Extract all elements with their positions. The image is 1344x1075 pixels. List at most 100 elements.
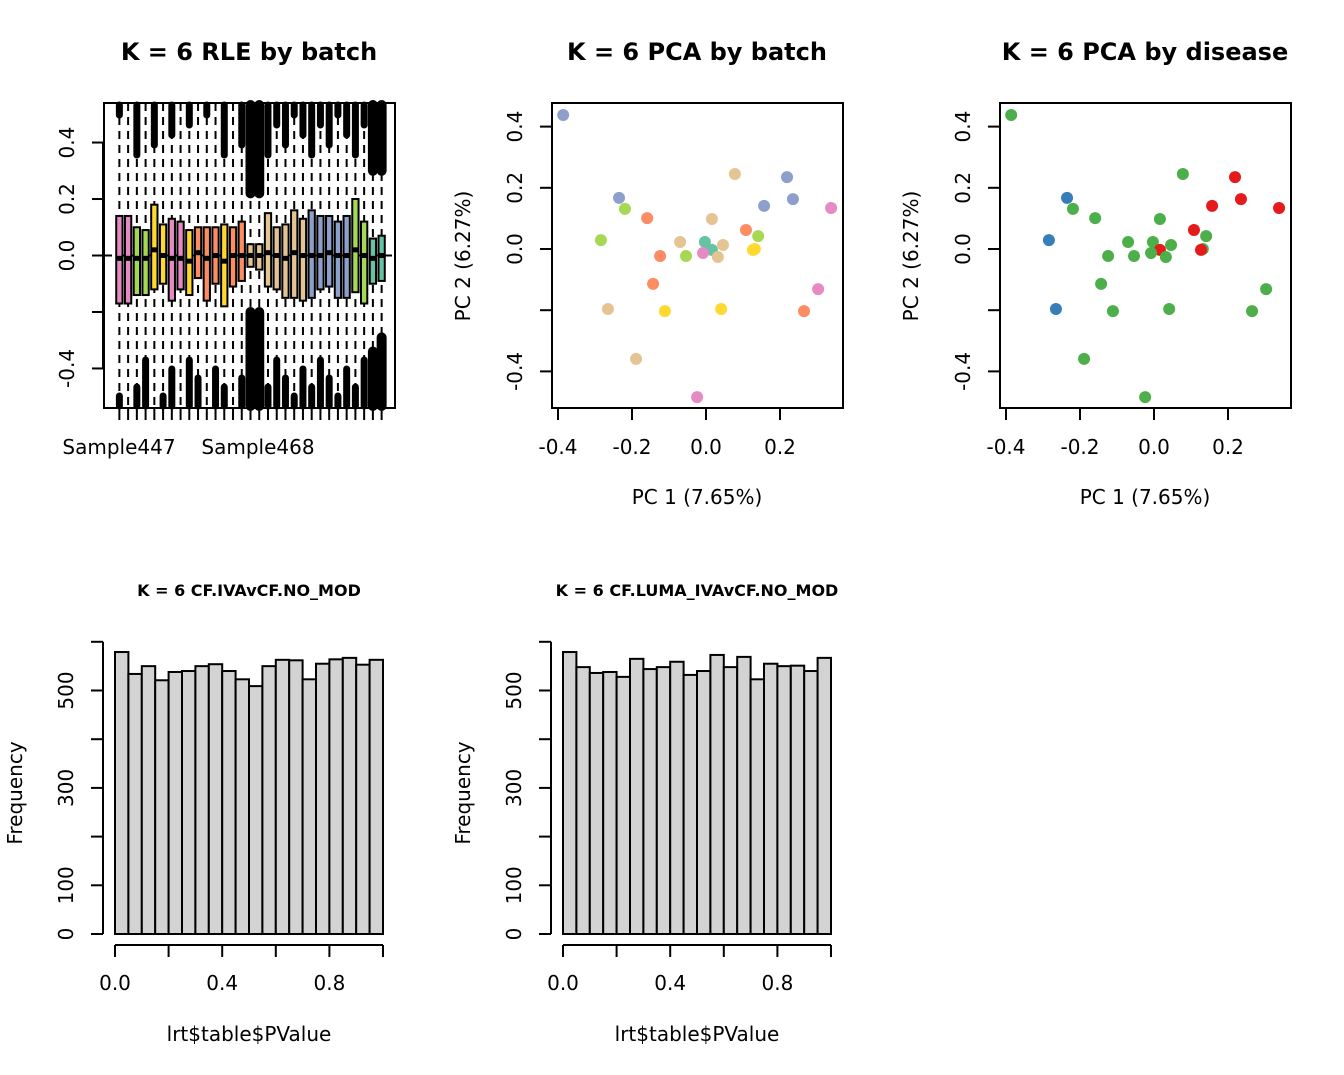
pca-disease-ytick-label: -0.4: [951, 352, 975, 391]
histogram-luma-bar: [562, 651, 578, 935]
rle-box: [237, 220, 246, 282]
histogram-luma-bar: [602, 670, 618, 936]
histogram-luma-ytick-label: 300: [502, 769, 526, 807]
pca-batch-xtick-label: -0.4: [538, 435, 577, 459]
pca-disease-plot-frame: [999, 102, 1292, 409]
pca-disease-point: [1229, 171, 1242, 184]
rle-title: K = 6 RLE by batch: [121, 38, 377, 66]
pca-batch-point: [798, 305, 811, 318]
pca-disease-ytick-label: 0.4: [951, 111, 975, 143]
histogram-ivavcf-bars: [114, 651, 385, 936]
pca-batch-point: [715, 302, 728, 315]
rle-xtick-label: Sample468: [201, 435, 314, 459]
pca-disease-point: [1049, 302, 1062, 315]
pca-batch-point: [746, 243, 759, 256]
pca-batch-point: [658, 305, 671, 318]
pca-disease-point: [1163, 302, 1176, 315]
pca-disease-point: [1273, 201, 1286, 214]
histogram-ivavcf-xlabel: lrt$table$PValue: [167, 1022, 332, 1046]
pca-batch-point: [630, 352, 643, 365]
histogram-ivavcf-bar: [288, 659, 304, 936]
pca-batch-point: [781, 171, 794, 184]
pca-disease-axes: -0.4 -0.2 0.0 0.2 -0.4 0.0 0.2 0.4: [951, 111, 1244, 459]
pca-batch-point: [786, 193, 799, 206]
pca-batch-xlabel: PC 1 (7.65%): [632, 485, 763, 509]
pca-batch-point: [717, 239, 730, 252]
rle-panel: K = 6 RLE by batch -0.4 0.0 0.2 0.4 Sample4…: [55, 38, 396, 459]
pca-batch-plot-frame: [551, 102, 844, 409]
pca-batch-ytick-label: -0.4: [503, 352, 527, 391]
histogram-luma-bar: [736, 655, 752, 935]
pca-disease-point: [1078, 352, 1091, 365]
pca-disease-point: [1260, 283, 1273, 296]
rle-box: [202, 226, 211, 302]
rle-ytick-label: 0.4: [55, 127, 79, 159]
histogram-luma-xtick-label: 0.0: [547, 971, 579, 995]
histogram-luma-ytick-label: 100: [502, 866, 526, 904]
histogram-luma-bar: [575, 666, 591, 936]
pca-batch-title: K = 6 PCA by batch: [567, 38, 827, 66]
histogram-ivavcf-ytick-label: 100: [54, 866, 78, 904]
rle-box: [176, 220, 185, 291]
pca-batch-point: [641, 212, 654, 225]
pca-disease-point: [1146, 235, 1159, 248]
histogram-luma-bar: [655, 666, 672, 936]
rle-box: [333, 220, 343, 299]
histogram-ivavcf-xtick-label: 0.0: [99, 971, 131, 995]
rle-box: [351, 198, 360, 294]
pca-disease-point: [1165, 239, 1178, 252]
histogram-ivavcf-bar: [355, 663, 371, 936]
pca-disease-point: [1187, 224, 1200, 237]
pca-batch-xtick-label: 0.2: [764, 435, 796, 459]
rle-box: [272, 226, 281, 291]
pca-batch-ytick-label: 0.2: [503, 172, 527, 204]
rle-box: [316, 214, 325, 291]
pca-disease-point: [1159, 250, 1172, 263]
histogram-ivavcf-bar: [274, 658, 291, 935]
pca-disease-point: [1122, 235, 1135, 248]
histogram-ivavcf-bar: [328, 658, 344, 935]
histogram-ivavcf-bar: [261, 665, 277, 936]
pca-disease-point: [1066, 202, 1079, 215]
histogram-luma-bar: [669, 660, 685, 936]
pca-batch-point: [698, 235, 711, 248]
histogram-luma-xtick-label: 0.4: [654, 971, 686, 995]
histogram-luma-bar: [709, 653, 725, 935]
pca-disease-point: [1106, 305, 1119, 318]
pca-batch-point: [728, 168, 741, 181]
rle-x-axis: [118, 408, 383, 420]
pca-batch-ytick-label: 0.0: [503, 233, 527, 265]
pca-disease-xtick-label: 0.2: [1212, 435, 1244, 459]
pca-batch-point: [752, 230, 765, 243]
rle-box: [281, 223, 290, 299]
pca-batch-point: [557, 108, 570, 121]
histogram-luma-bar: [803, 670, 819, 936]
pca-batch-point: [758, 199, 771, 212]
pca-batch-points: [557, 108, 838, 404]
pca-batch-point: [691, 391, 704, 404]
histogram-luma-bar: [642, 668, 658, 936]
pca-disease-point: [1139, 391, 1152, 404]
histogram-luma-bar: [682, 673, 698, 936]
pca-disease-ylabel: PC 2 (6.27%): [899, 191, 923, 322]
pca-disease-point: [1095, 277, 1108, 290]
pca-disease-point: [1153, 213, 1166, 226]
rle-ytick-label: 0.2: [55, 183, 79, 215]
pca-disease-point: [1005, 108, 1018, 121]
pca-batch-ytick-label: 0.4: [503, 111, 527, 143]
histogram-ivavcf-bar: [234, 678, 251, 936]
histogram-ivavcf-axes: 0.0 0.4 0.8 0 100 300 500: [54, 640, 384, 995]
rle-box: [368, 237, 378, 285]
rle-ytick-label: -0.4: [55, 349, 79, 388]
histogram-ivavcf-title: K = 6 CF.IVAvCF.NO_MOD: [137, 581, 361, 600]
histogram-luma-ytick-label: 0: [502, 928, 526, 941]
histogram-luma-ylabel: Frequency: [451, 741, 475, 844]
histogram-ivavcf-ylabel: Frequency: [3, 741, 27, 844]
histogram-ivavcf-ytick-label: 300: [54, 769, 78, 807]
pca-batch-point: [647, 277, 660, 290]
pca-batch-point: [674, 235, 687, 248]
histogram-luma-bar: [763, 662, 779, 936]
rle-boxes: [104, 100, 395, 411]
pca-disease-ytick-label: 0.2: [951, 172, 975, 204]
